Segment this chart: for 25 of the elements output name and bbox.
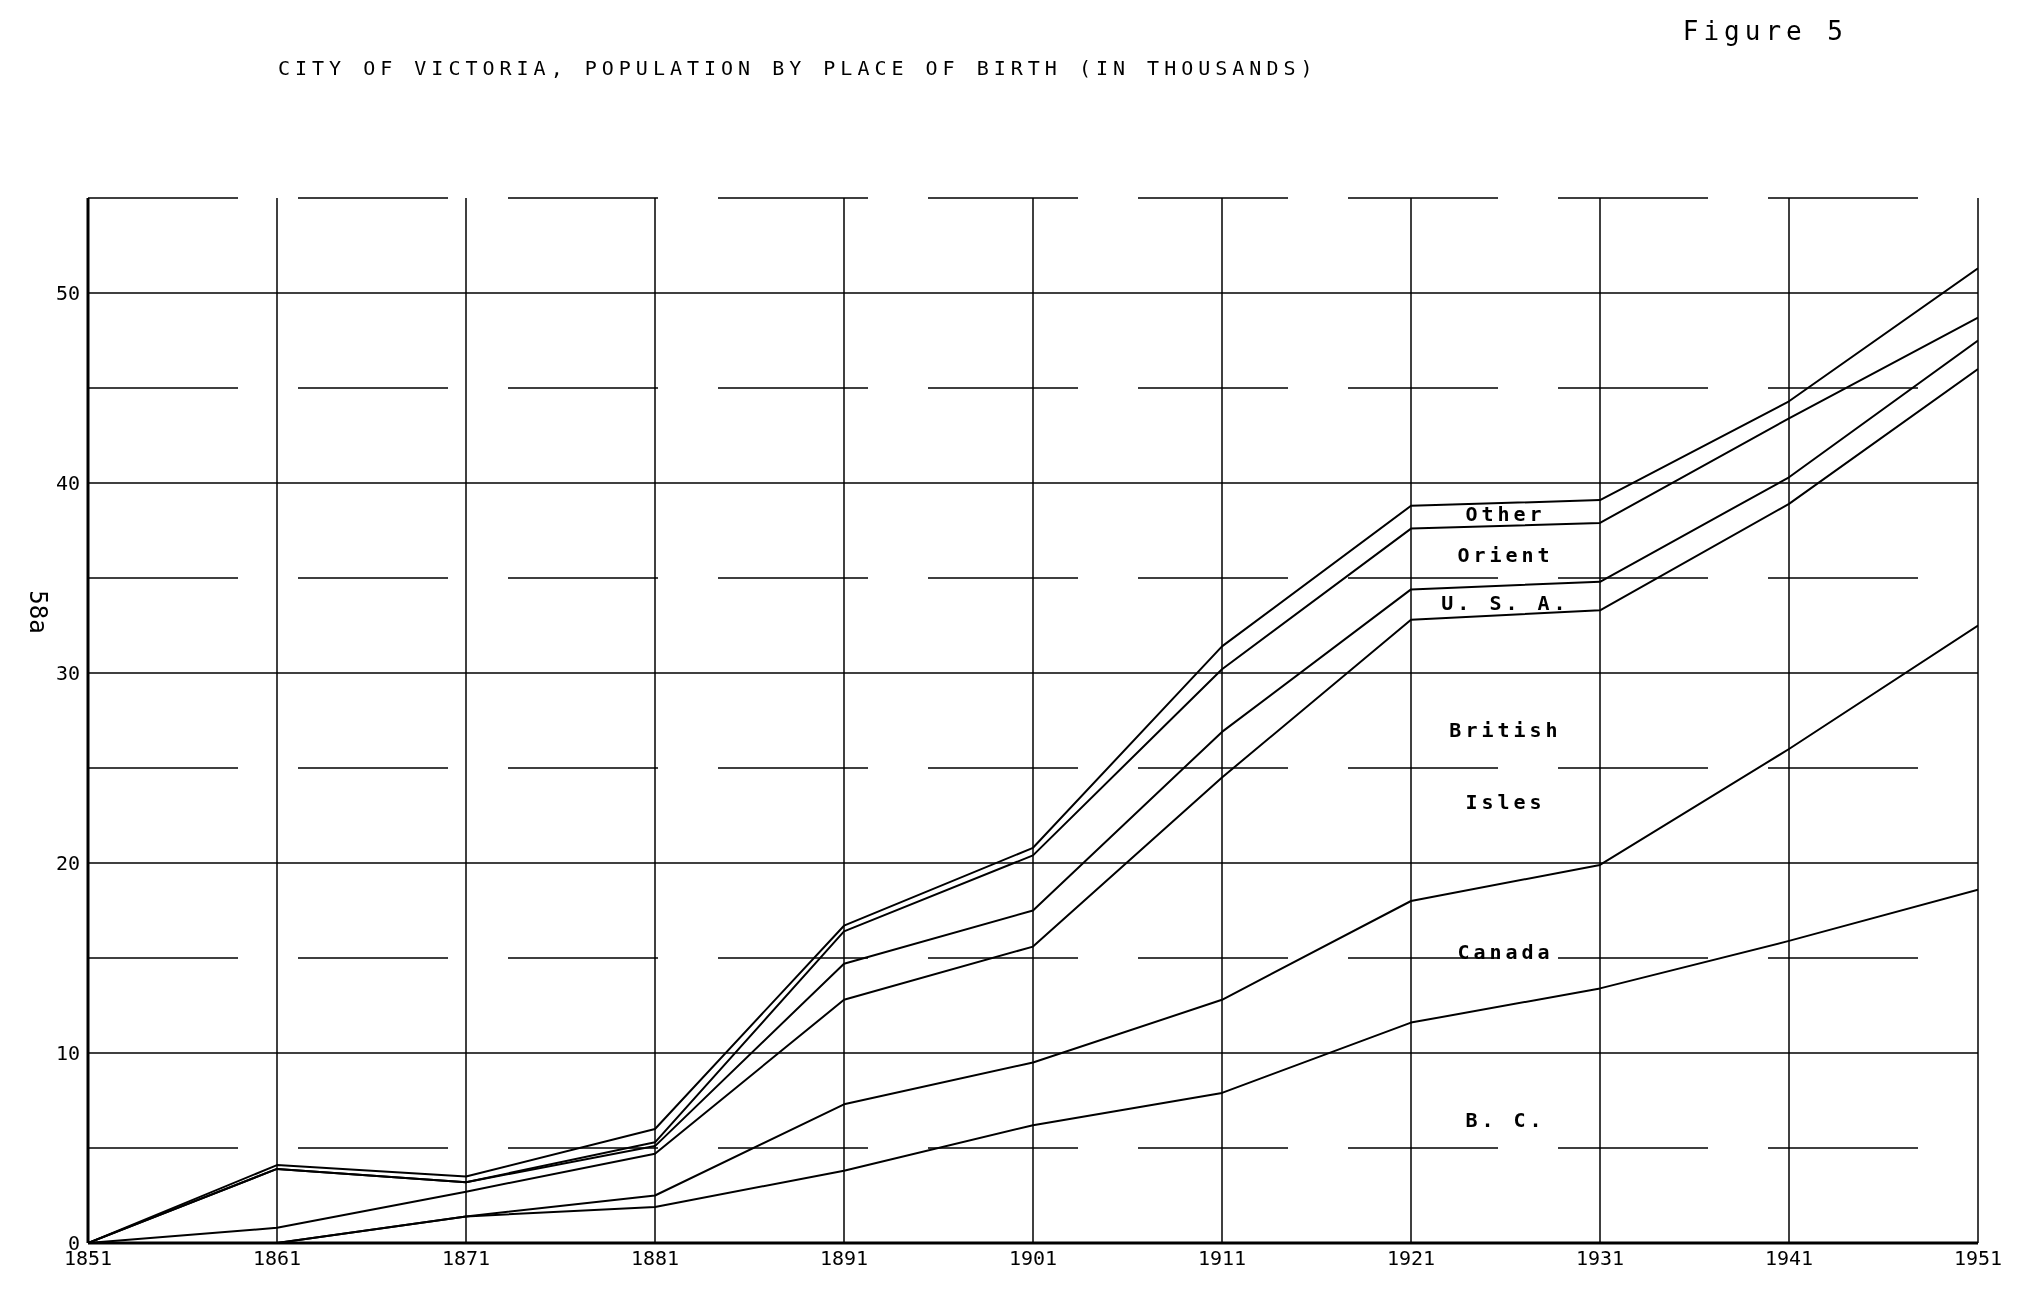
annotation: Orient <box>1457 543 1554 568</box>
caption: Figure 5 <box>1682 16 1848 46</box>
x-tick-label: 1921 <box>1386 1246 1436 1271</box>
x-tick-label: 1881 <box>630 1246 680 1271</box>
x-tick-label: 1871 <box>441 1246 491 1271</box>
x-tick-label: 1891 <box>819 1246 869 1271</box>
annotation: British <box>1449 718 1562 743</box>
annotation: Isles <box>1465 790 1546 815</box>
x-tick-label: 1951 <box>1953 1246 2003 1271</box>
y-tick-label: 30 <box>55 661 80 686</box>
x-tick-label: 1941 <box>1764 1246 1814 1271</box>
y-tick-label: 20 <box>55 851 80 876</box>
y-tick-label: 50 <box>55 281 80 306</box>
text: 58a <box>23 590 52 634</box>
annotation: U. S. A. <box>1441 590 1570 615</box>
y-tick-label: 40 <box>55 471 80 496</box>
annotation: Canada <box>1457 940 1554 965</box>
annotation: B. C. <box>1465 1107 1546 1132</box>
annotation: Other <box>1465 501 1546 526</box>
x-tick-label: 1931 <box>1575 1246 1625 1271</box>
y-tick-label: 10 <box>55 1041 80 1066</box>
x-tick-label: 1861 <box>252 1246 302 1271</box>
x-tick-label: 1911 <box>1197 1246 1247 1271</box>
chart-title: CITY OF VICTORIA, POPULATION BY PLACE OF BIRTH (IN THOUSANDS) <box>278 56 1318 80</box>
x-tick-label: 1901 <box>1008 1246 1058 1271</box>
